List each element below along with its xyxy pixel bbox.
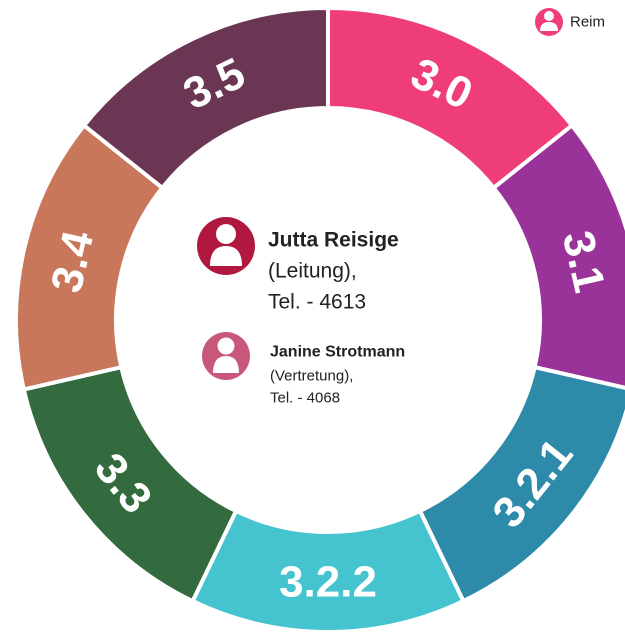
segment-arc (81, 5, 330, 191)
contact-name: Janine Strotmann (270, 344, 405, 361)
contact-phone: Tel. - 4068 (270, 390, 340, 407)
segment[interactable]: 3.3 (21, 364, 239, 604)
contact-name: Jutta Reisige (268, 229, 399, 252)
legend[interactable]: Reim (535, 8, 605, 36)
segment[interactable]: 3.1 (490, 122, 625, 390)
segments: 3.03.13.2.13.2.23.33.43.5 (14, 5, 625, 632)
legend-icon-body (540, 22, 558, 31)
segment-arc (490, 122, 625, 390)
legend-label: Reim (570, 14, 605, 31)
avatar-body (210, 246, 242, 266)
contact-lead[interactable]: Jutta Reisige (Leitung), Tel. - 4613 (197, 217, 399, 314)
segment[interactable]: 3.2.1 (417, 364, 625, 604)
avatar-head (217, 337, 235, 355)
segment[interactable]: 3.2.2 (189, 508, 467, 632)
segment-label: 3.2.2 (279, 558, 377, 607)
segment[interactable]: 3.0 (326, 5, 575, 191)
contact-role: (Leitung), (268, 260, 357, 283)
contact-deputy[interactable]: Janine Strotmann (Vertretung), Tel. - 40… (202, 332, 405, 407)
contact-role: (Vertretung), (270, 368, 353, 385)
contact-phone: Tel. - 4613 (268, 291, 366, 314)
avatar-head (216, 224, 236, 244)
legend-icon-head (544, 11, 554, 21)
segment[interactable]: 3.5 (81, 5, 330, 191)
avatar-body (213, 356, 239, 373)
